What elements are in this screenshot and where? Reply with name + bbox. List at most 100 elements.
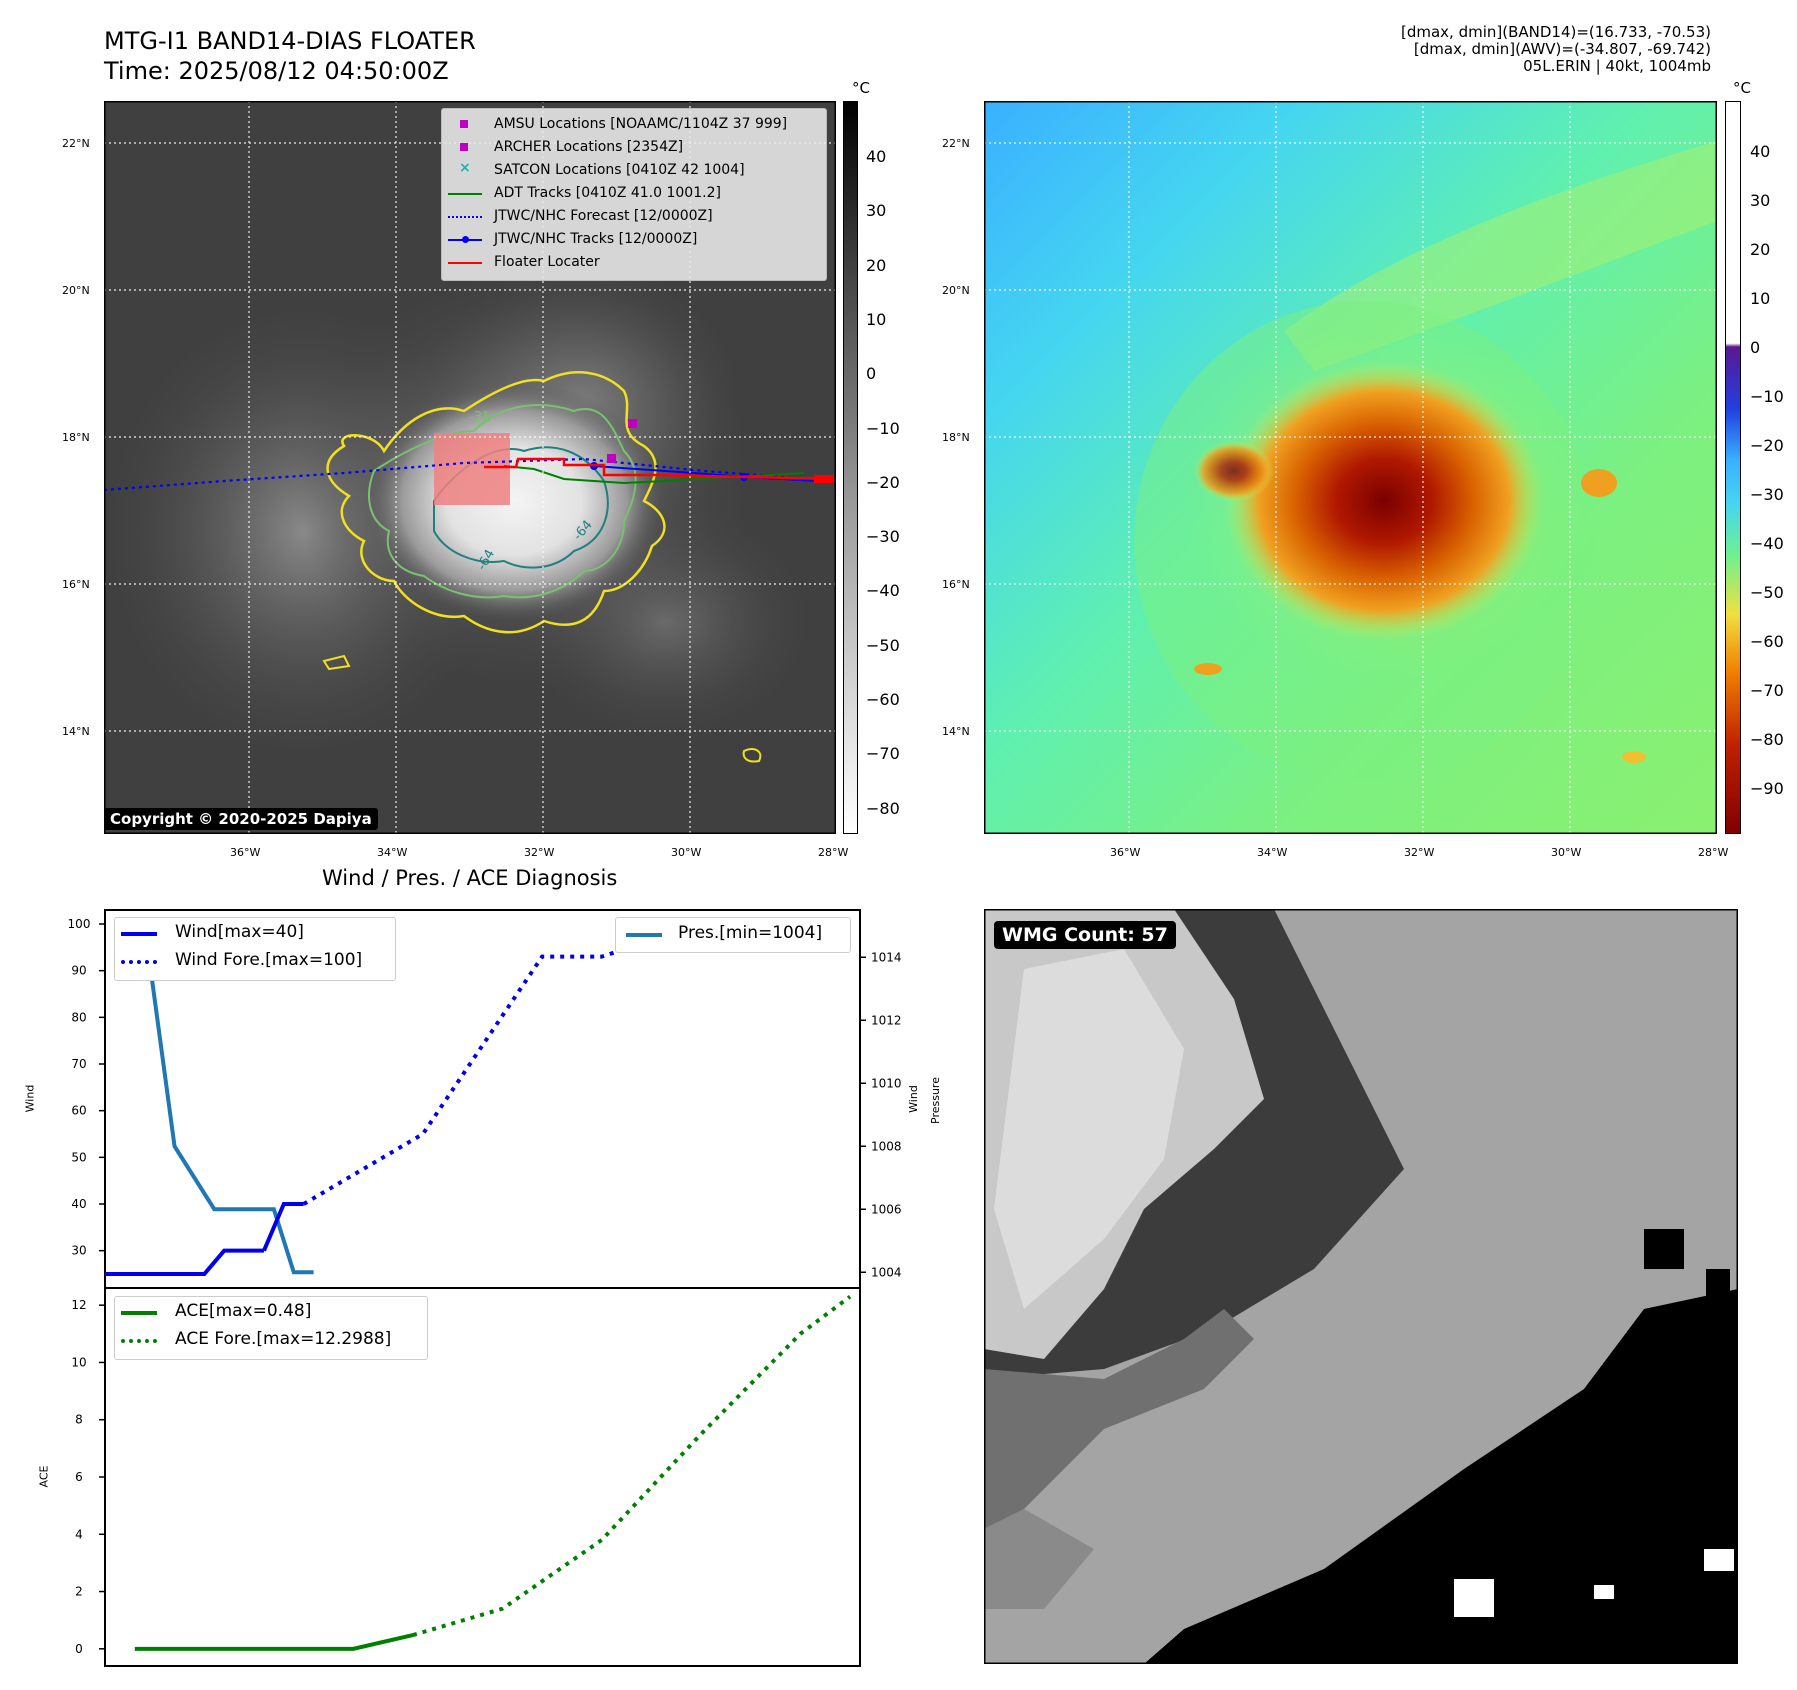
y-tick-label: 8 [75, 1413, 83, 1427]
colorbar-tick-label: −40 [1750, 534, 1784, 553]
map-legend: AMSU Locations [NOAAMC/1104Z 37 999] ARC… [441, 108, 827, 281]
wv-gridlines [984, 101, 1717, 834]
diagnosis-title: Wind / Pres. / ACE Diagnosis [322, 866, 618, 890]
ace-forecast-legend-label: ACE Fore.[max=12.2988] [175, 1329, 392, 1349]
y2-tick-label: 1014 [871, 950, 902, 964]
y-tick-label: 50 [71, 1150, 86, 1164]
cloud-outline-green [368, 404, 637, 599]
ace-ylabel: ACE [37, 1465, 51, 1488]
wv-lon-label: 28°W [1698, 846, 1729, 859]
y-tick-label: 6 [75, 1470, 83, 1484]
dotted-line-icon [448, 216, 482, 218]
y-tick-label: 0 [75, 1642, 83, 1656]
pressure-ylabel: Pressure [928, 1077, 942, 1124]
colorbar-tick-label: −30 [1750, 485, 1784, 504]
wmg-count-badge: WMG Count: 57 [994, 921, 1176, 949]
ir-lon-label: 32°W [524, 846, 555, 859]
wind-line [262, 1202, 304, 1252]
ir-lat-label: 14°N [62, 725, 90, 738]
ace-legend-label: ACE[max=0.48] [175, 1301, 312, 1321]
y2-tick-label: 1004 [871, 1265, 902, 1279]
ir-lon-label: 28°W [818, 846, 849, 859]
ir-lat-label: 20°N [62, 284, 90, 297]
y-tick-label: 80 [71, 1010, 86, 1024]
wv-satellite-image [984, 101, 1717, 834]
colorbar-tick-label: 0 [866, 364, 877, 384]
colorbar-tick-label: −90 [1750, 779, 1784, 798]
colorbar-tick-label: −20 [1750, 436, 1784, 455]
colorbar-tick-label: −50 [1750, 583, 1784, 602]
ir-lat-label: 22°N [62, 137, 90, 150]
wv-colorbar-unit: °C [1733, 79, 1751, 97]
jtwc-best-track [593, 465, 837, 483]
y-tick-label: 70 [71, 1057, 86, 1071]
wv-colorbar [1725, 101, 1741, 834]
colorbar-tick-label: 30 [1750, 191, 1771, 210]
x-marker-icon: × [459, 160, 471, 176]
jtwc-forecast-track [103, 457, 837, 492]
info-line-storm: 05L.ERIN | 40kt, 1004mb [1523, 57, 1711, 75]
ir-lat-label: 16°N [62, 578, 90, 591]
ace-line [134, 1633, 414, 1651]
colorbar-tick-label: −80 [866, 798, 900, 818]
contour-label-1: -31 [469, 410, 490, 425]
y-tick-label: 100 [68, 917, 91, 931]
colorbar-tick-label: 0 [1750, 338, 1761, 357]
y2-tick-label: 1006 [871, 1202, 902, 1216]
wv-lat-label: 18°N [942, 431, 970, 444]
colorbar-tick-label: 40 [1750, 142, 1771, 161]
colorbar-tick-label: 20 [866, 255, 887, 275]
solid-line-icon [121, 1311, 157, 1315]
wind-line [105, 1248, 264, 1276]
info-block: [dmax, dmin](BAND14)=(16.733, -70.53) [d… [1401, 24, 1711, 75]
solid-line-icon [448, 262, 482, 264]
wv-lon-label: 34°W [1257, 846, 1288, 859]
info-line-band14: [dmax, dmin](BAND14)=(16.733, -70.53) [1400, 23, 1711, 41]
wv-lat-label: 14°N [942, 725, 970, 738]
y2-tick-label: 1012 [871, 1013, 902, 1027]
y-tick-label: 12 [71, 1298, 86, 1312]
floater-end [814, 475, 834, 483]
wv-lat-label: 16°N [942, 578, 970, 591]
colorbar-tick-label: −10 [1750, 387, 1784, 406]
wv-lon-label: 36°W [1110, 846, 1141, 859]
wind-axis-label: Wind [907, 1085, 920, 1113]
y-tick-label: 60 [71, 1104, 86, 1118]
cloud-outline-yellow [326, 371, 666, 634]
ir-lon-label: 30°W [671, 846, 702, 859]
colorbar-tick-label: −20 [866, 472, 900, 492]
colorbar-tick-label: 10 [1750, 289, 1771, 308]
y-tick-label: 30 [71, 1244, 86, 1258]
wind-legend-label: Wind[max=40] [175, 922, 304, 942]
solid-line-icon [121, 932, 157, 936]
colorbar-tick-label: −60 [1750, 632, 1784, 651]
colorbar-tick-label: 20 [1750, 240, 1771, 259]
ir-map-panel: -31 -64 -64 AMSU Locations [NOAAMC/1104Z [103, 101, 837, 834]
y2-tick-label: 1010 [871, 1076, 902, 1090]
colorbar-tick-label: −40 [866, 581, 900, 601]
colorbar-tick-label: −70 [866, 744, 900, 764]
wind-legend: Wind[max=40] Wind Fore.[max=100] [114, 917, 396, 981]
colorbar-tick-label: 30 [866, 201, 887, 221]
info-line-awv: [dmax, dmin](AWV)=(-34.807, -69.742) [1413, 40, 1711, 58]
map-gridlines [104, 101, 836, 834]
solid-line-icon [626, 933, 662, 937]
y2-tick-label: 1008 [871, 1139, 902, 1153]
y-tick-label: 2 [75, 1585, 83, 1599]
ace-series [134, 1294, 852, 1651]
pressure-legend-label: Pres.[min=1004] [678, 923, 823, 943]
ace-legend: ACE[max=0.48] ACE Fore.[max=12.2988] [114, 1296, 428, 1360]
y-tick-label: 4 [75, 1527, 83, 1541]
colorbar-tick-label: −60 [866, 690, 900, 709]
wv-lat-label: 20°N [942, 284, 970, 297]
archer-box [434, 433, 510, 505]
wind-ylabel: Wind [23, 1084, 37, 1113]
colorbar-tick-label: −70 [1750, 681, 1784, 700]
wv-lon-label: 32°W [1404, 846, 1435, 859]
figure-title: MTG-I1 BAND14-DIAS FLOATER [104, 27, 476, 55]
wmg-panel: WMG Count: 57 [984, 909, 1738, 1664]
ir-lon-label: 36°W [230, 846, 261, 859]
solid-line-icon [448, 193, 482, 195]
ir-colorbar [843, 101, 858, 834]
